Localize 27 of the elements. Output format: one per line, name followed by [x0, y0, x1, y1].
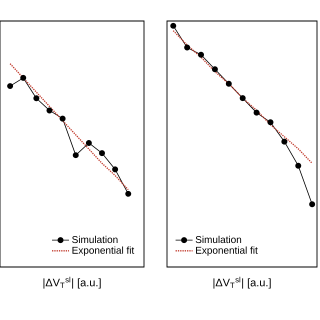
point — [20, 74, 26, 81]
legend-label: Exponential fit — [72, 246, 134, 256]
point — [267, 119, 274, 126]
legend-label: Simulation — [72, 236, 118, 244]
point — [254, 110, 260, 116]
point — [226, 80, 232, 87]
x-axis-title: |ΔV$_{T}$$^{sl}$| [a.u.] — [214, 276, 271, 289]
point — [112, 166, 118, 172]
legend-label: Simulation — [196, 236, 242, 244]
point — [309, 201, 316, 208]
point — [33, 95, 40, 102]
point — [7, 83, 14, 90]
point — [240, 95, 246, 102]
point — [72, 152, 79, 158]
point — [295, 162, 302, 169]
legend-label: Exponential fit — [196, 246, 258, 256]
point — [99, 150, 105, 156]
point — [184, 44, 190, 51]
point — [281, 138, 288, 145]
point — [46, 107, 52, 114]
point — [60, 116, 66, 122]
point — [86, 140, 92, 146]
x-axis-title: |ΔV$_{T}$$^{sl}$| [a.u.] — [44, 276, 101, 289]
point — [212, 66, 218, 72]
point — [125, 190, 132, 197]
point — [198, 52, 204, 58]
point — [170, 22, 176, 29]
